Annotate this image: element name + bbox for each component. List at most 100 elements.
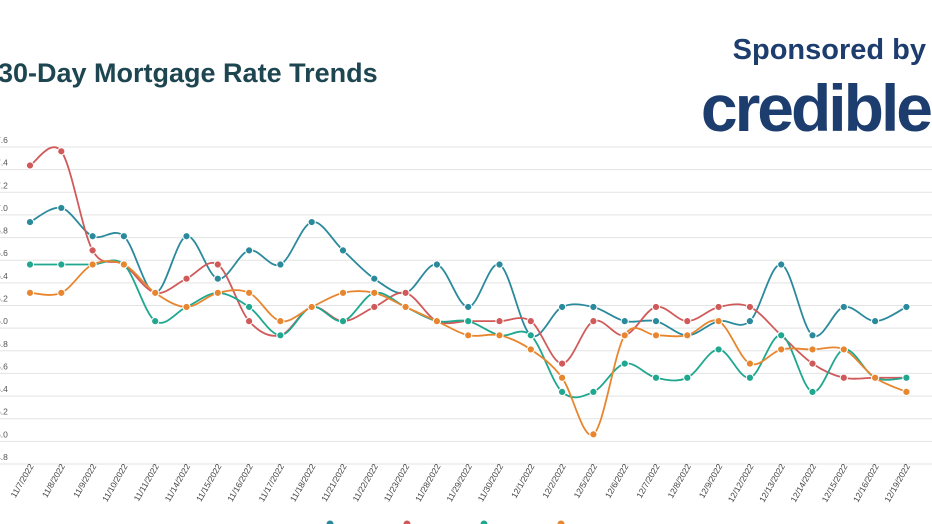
data-point xyxy=(401,288,410,297)
data-point xyxy=(57,260,66,269)
x-tick-label: 11/30/2022 xyxy=(476,462,506,504)
data-point xyxy=(464,302,473,312)
x-tick-label: 12/5/2022 xyxy=(572,462,600,500)
y-tick-label: 5.0 xyxy=(0,429,8,439)
data-point xyxy=(902,387,911,397)
data-point xyxy=(276,260,285,269)
data-point xyxy=(777,331,786,340)
data-point xyxy=(370,288,379,297)
data-point xyxy=(714,317,723,326)
x-tick-label: 11/17/2022 xyxy=(257,462,287,504)
x-axis-ticks: 11/7/2022 11/8/2022 11/9/2022 11/10/2022 11/… xyxy=(8,462,912,504)
x-tick-label: 11/11/2022 xyxy=(132,462,161,503)
data-point xyxy=(839,345,848,354)
data-point xyxy=(245,317,254,326)
x-tick-label: 12/6/2022 xyxy=(603,462,631,500)
x-tick-label: 11/7/2022 xyxy=(8,462,35,499)
data-point xyxy=(714,345,723,354)
data-point xyxy=(589,430,598,439)
data-point xyxy=(276,317,285,326)
data-point xyxy=(57,203,66,213)
data-point xyxy=(620,359,629,368)
x-tick-label: 12/9/2022 xyxy=(697,462,725,500)
data-point xyxy=(25,260,35,269)
data-point xyxy=(589,302,598,312)
data-point xyxy=(88,260,97,269)
y-tick-label: 6.0 xyxy=(0,316,8,326)
data-point xyxy=(57,147,66,156)
data-point xyxy=(526,331,535,340)
x-tick-label: 12/1/2022 xyxy=(509,462,537,500)
data-point xyxy=(839,302,848,312)
data-point xyxy=(808,331,817,340)
y-tick-label: 7.4 xyxy=(0,158,8,168)
data-point xyxy=(714,302,723,312)
data-point xyxy=(25,217,35,227)
data-point xyxy=(464,317,473,326)
data-point xyxy=(213,260,222,269)
data-point xyxy=(871,317,880,326)
data-point xyxy=(245,288,254,297)
y-tick-label: 5.8 xyxy=(0,339,8,349)
data-point xyxy=(25,288,35,297)
x-tick-label: 11/29/2022 xyxy=(444,462,474,504)
data-point xyxy=(683,373,692,382)
chart-title: 30-Day Mortgage Rate Trends xyxy=(0,58,378,88)
x-tick-label: 12/2/2022 xyxy=(540,462,568,500)
data-point xyxy=(151,288,160,297)
data-point xyxy=(245,302,254,312)
data-point xyxy=(558,359,567,368)
data-point xyxy=(651,331,661,340)
x-tick-label: 12/16/2022 xyxy=(851,462,881,504)
data-point xyxy=(526,317,535,326)
data-point xyxy=(839,373,848,382)
x-tick-label: 12/13/2022 xyxy=(757,462,787,504)
data-point xyxy=(182,302,191,312)
series-lines xyxy=(29,146,907,436)
x-tick-label: 12/19/2022 xyxy=(882,462,912,504)
y-tick-label: 5.4 xyxy=(0,384,8,394)
data-point xyxy=(57,288,66,297)
data-point xyxy=(902,302,911,312)
data-point xyxy=(151,317,160,326)
data-point xyxy=(745,317,755,326)
x-tick-label: 11/23/2022 xyxy=(382,462,412,504)
y-tick-label: 7.0 xyxy=(0,203,8,213)
data-point xyxy=(432,317,441,326)
data-point xyxy=(432,260,441,269)
x-tick-label: 11/16/2022 xyxy=(225,462,255,504)
series-points xyxy=(25,147,911,439)
data-point xyxy=(182,232,191,241)
data-point xyxy=(777,260,786,269)
x-tick-label: 11/15/2022 xyxy=(194,462,224,504)
x-tick-label: 11/21/2022 xyxy=(319,462,349,504)
data-point xyxy=(338,317,348,326)
x-tick-label: 11/9/2022 xyxy=(71,462,98,499)
x-tick-label: 11/14/2022 xyxy=(163,462,193,504)
y-tick-label: 6.6 xyxy=(0,248,8,258)
data-point xyxy=(808,387,817,397)
data-point xyxy=(777,345,786,354)
y-tick-label: 6.4 xyxy=(0,271,8,281)
data-point xyxy=(495,317,504,326)
legend xyxy=(326,520,565,524)
data-point xyxy=(276,331,285,340)
series-line-2 xyxy=(29,146,907,380)
y-axis-ticks: 7.6 7.4 7.2 7.0 6.8 6.6 6.4 6.2 6.0 5.8 5.6 5.4 5.2 5… xyxy=(0,135,8,462)
x-tick-label: 12/15/2022 xyxy=(820,462,850,504)
data-point xyxy=(620,317,629,326)
data-point xyxy=(245,246,254,255)
y-tick-label: 5.2 xyxy=(0,407,8,417)
y-tick-label: 4.8 xyxy=(0,452,8,462)
x-tick-label: 11/28/2022 xyxy=(413,462,443,504)
y-tick-label: 5.6 xyxy=(0,361,8,371)
data-point xyxy=(370,302,379,312)
data-point xyxy=(871,373,880,382)
data-point xyxy=(119,260,129,269)
data-point xyxy=(745,302,755,312)
legend-marker-2 xyxy=(403,520,411,524)
x-tick-label: 11/18/2022 xyxy=(288,462,318,504)
y-tick-label: 6.2 xyxy=(0,294,8,304)
data-point xyxy=(464,331,473,340)
data-point xyxy=(620,331,629,340)
